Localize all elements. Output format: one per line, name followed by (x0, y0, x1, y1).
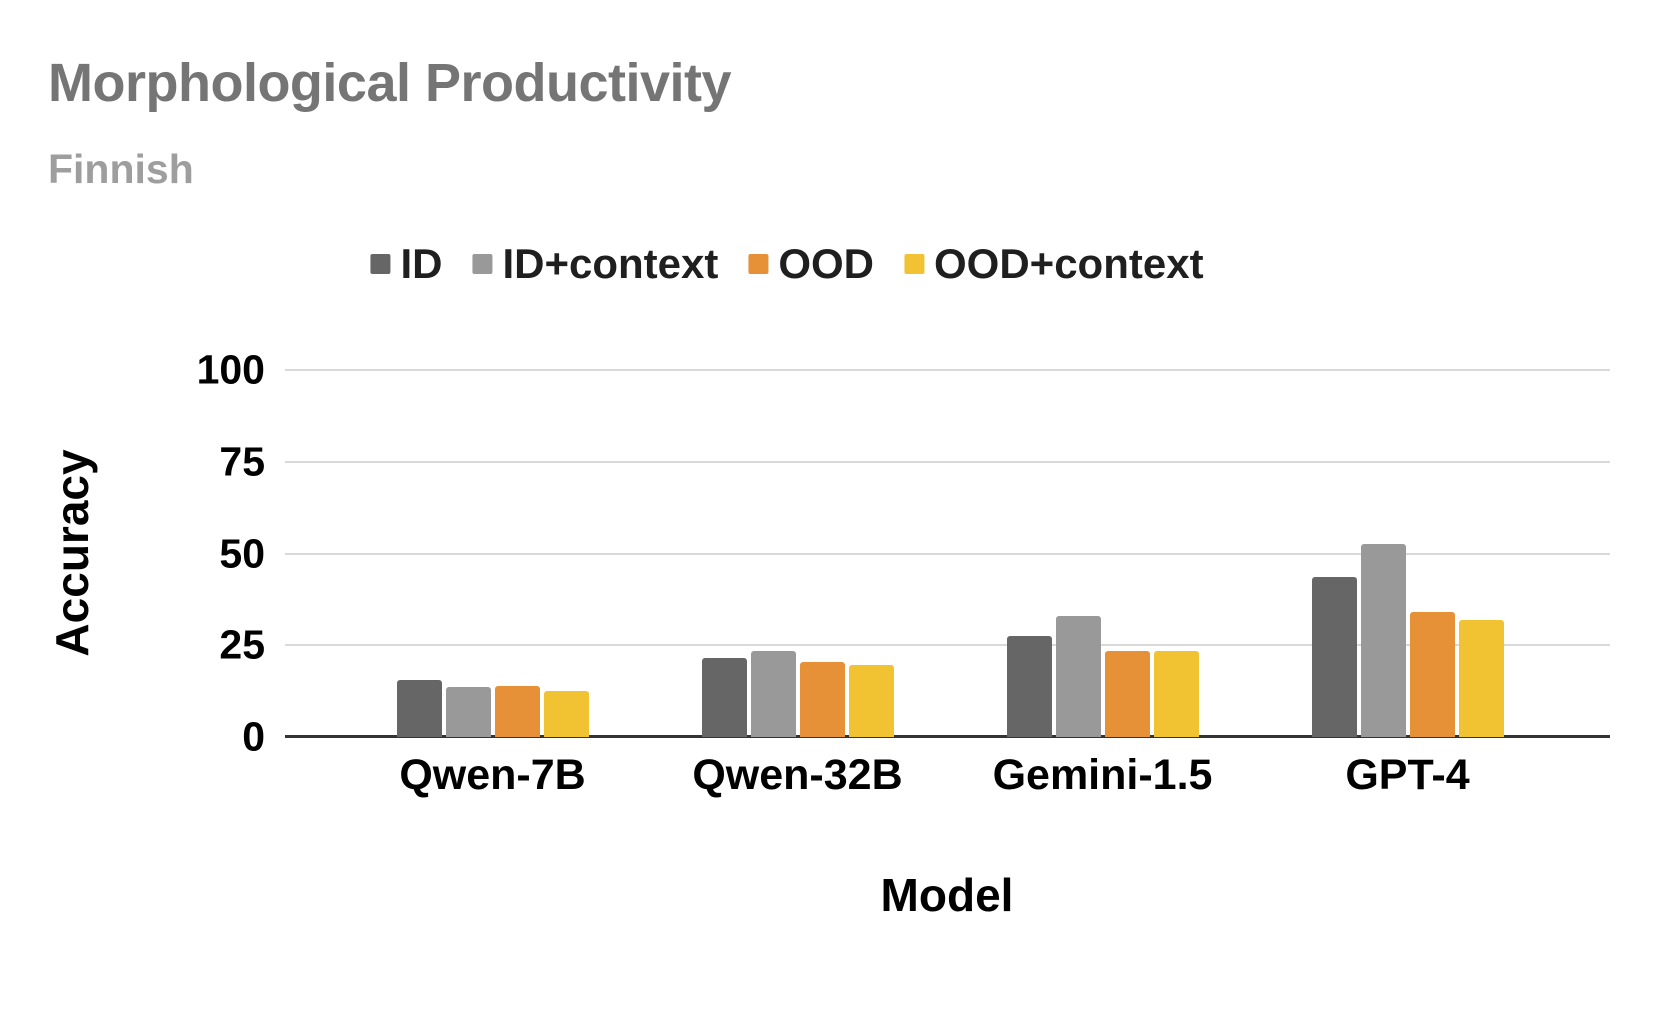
y-tick-label-25: 25 (219, 621, 265, 668)
legend-swatch-icon (370, 254, 391, 274)
x-axis-title: Model (880, 869, 1014, 921)
legend-label: OOD+context (934, 240, 1204, 287)
x-category-label-Gemini-1.5: Gemini-1.5 (993, 751, 1213, 800)
bar-Qwen-7B-ID+context (445, 687, 491, 737)
bar-GPT-4-OOD+context (1458, 619, 1504, 737)
bar-group-GPT-4 (1311, 370, 1504, 737)
x-category-label-Qwen-7B: Qwen-7B (397, 751, 589, 800)
plot-area (285, 369, 1610, 738)
y-tick-label-0: 0 (242, 713, 265, 760)
bar-Gemini-1.5-ID (1006, 636, 1052, 737)
x-category-label-text: Gemini-1.5 (992, 751, 1213, 799)
bar-GPT-4-ID+context (1360, 544, 1406, 737)
x-axis-line (285, 735, 1610, 738)
bar-group-Qwen-7B (396, 370, 589, 737)
chart-title: Morphological Productivity (48, 53, 732, 113)
bar-group-Gemini-1.5 (1006, 370, 1199, 737)
x-category-label-text: Qwen-7B (399, 751, 586, 799)
bar-Gemini-1.5-OOD (1104, 650, 1150, 737)
bar-Qwen-32B-ID (701, 658, 747, 737)
gridline-100 (285, 369, 1610, 371)
x-category-label-text: Qwen-32B (692, 751, 903, 799)
y-axis-ticks: 0 25 50 75 100 (120, 349, 265, 757)
y-tick-label-100: 100 (196, 346, 265, 393)
legend-item-ID: ID (370, 240, 442, 288)
legend: ID ID+context OOD OOD+context (370, 240, 1204, 288)
legend-label: OOD (778, 240, 874, 287)
gridline-25 (285, 644, 1610, 647)
legend-item-ID+context: ID+context (472, 240, 718, 288)
bar-Qwen-32B-ID+context (750, 650, 796, 737)
y-axis-title: Accuracy (46, 449, 98, 657)
bar-Gemini-1.5-ID+context (1055, 615, 1101, 737)
chart-subtitle: Finnish (48, 146, 194, 192)
legend-item-OOD+context: OOD+context (904, 240, 1204, 288)
x-category-label-GPT-4: GPT-4 (1312, 751, 1504, 800)
x-category-label-Qwen-32B: Qwen-32B (692, 751, 902, 800)
bars-row (285, 370, 1610, 737)
bar-GPT-4-ID (1311, 577, 1357, 737)
bar-Gemini-1.5-OOD+context (1153, 650, 1199, 737)
legend-swatch-icon (472, 254, 493, 274)
y-tick-label-75: 75 (219, 438, 265, 485)
legend-label: ID (400, 240, 443, 287)
bar-Qwen-32B-OOD (799, 661, 845, 737)
bar-GPT-4-OOD (1409, 612, 1455, 737)
bar-Qwen-7B-ID (396, 680, 442, 737)
bar-Qwen-32B-OOD+context (848, 665, 894, 737)
bar-group-Qwen-32B (701, 370, 894, 737)
legend-swatch-icon (748, 254, 769, 274)
legend-swatch-icon (904, 254, 924, 274)
y-tick-label-50: 50 (219, 530, 265, 576)
bar-Qwen-7B-OOD (494, 685, 540, 737)
legend-item-OOD: OOD (748, 240, 874, 288)
bar-Qwen-7B-OOD+context (543, 691, 589, 737)
x-axis-category-labels: Qwen-7B Qwen-32B Gemini-1.5 GPT-4 (285, 751, 1610, 800)
x-category-label-text: GPT-4 (1345, 751, 1470, 799)
legend-label: ID+context (502, 240, 719, 287)
gridline-50 (285, 552, 1610, 555)
gridline-75 (285, 460, 1610, 463)
